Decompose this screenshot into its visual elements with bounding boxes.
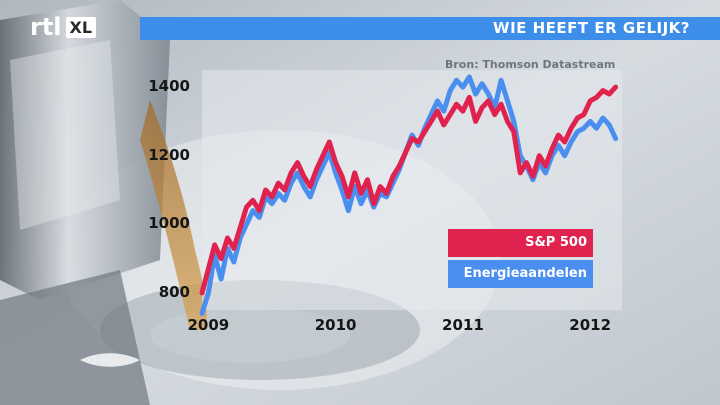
legend-sp500: S&P 500 (448, 229, 593, 257)
y-tick-label: 1400 (148, 77, 190, 96)
rtl-xl-logo: rtl XL (30, 12, 97, 42)
legend-energy-label: Energieaandelen (463, 266, 587, 281)
chart-title: WIE HEEFT ER GELIJK? (493, 19, 690, 37)
x-tick-label: 2010 (314, 316, 357, 334)
legend-energy: Energieaandelen (448, 260, 593, 288)
x-tick-label: 2012 (569, 316, 612, 334)
y-tick-label: 1000 (148, 214, 190, 233)
y-tick-label: 1200 (148, 145, 190, 164)
legend-sp500-label: S&P 500 (525, 235, 587, 250)
title-bar: WIE HEEFT ER GELIJK? (140, 17, 720, 40)
logo-badge: XL (65, 16, 97, 38)
y-tick-label: 800 (158, 282, 190, 301)
series-line-sp500 (199, 84, 619, 296)
x-tick-label: 2011 (442, 316, 484, 334)
source-label: Bron: Thomson Datastream (445, 58, 616, 71)
x-tick-label: 2009 (187, 316, 230, 334)
logo-text: rtl (30, 13, 62, 41)
